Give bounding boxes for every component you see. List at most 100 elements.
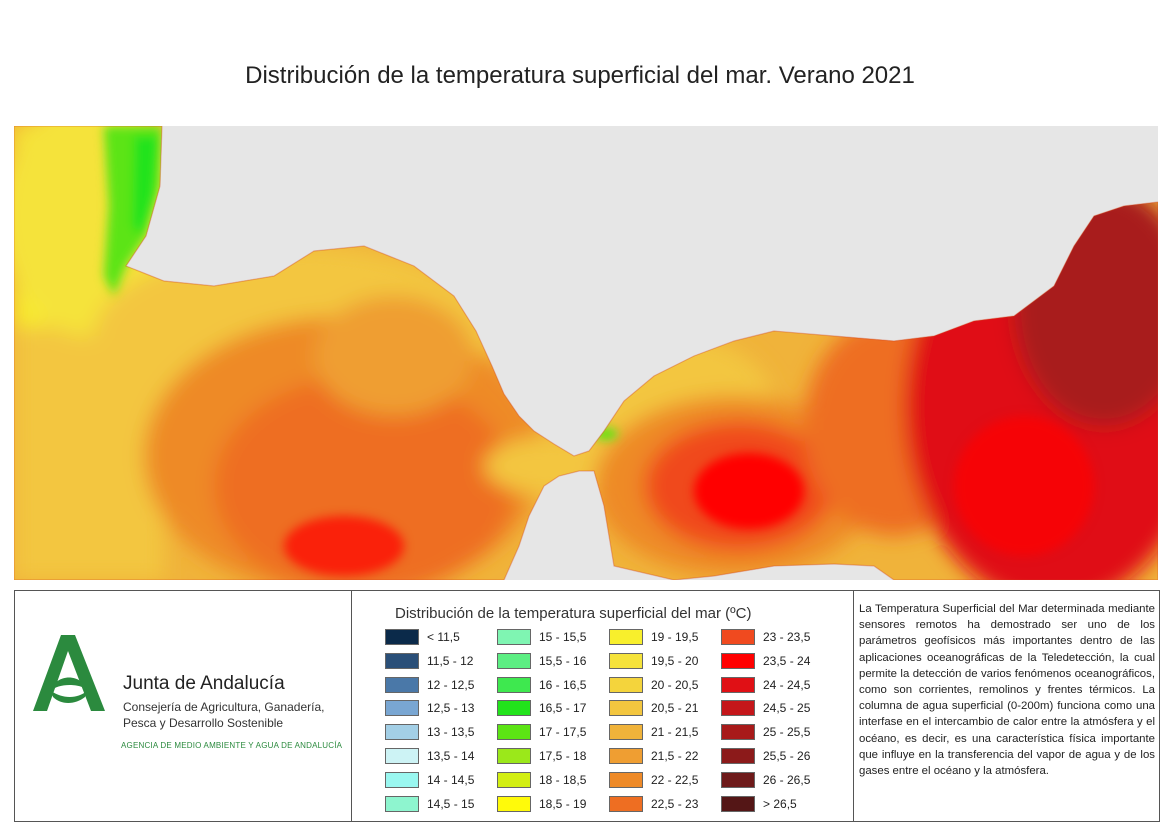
legend-swatch (385, 629, 419, 645)
legend-label: 24,5 - 25 (763, 701, 811, 716)
legend-item: 24,5 - 25 (721, 698, 841, 718)
legend-item: 18,5 - 19 (497, 794, 617, 814)
legend-item: < 11,5 (385, 627, 505, 647)
legend-item: 21 - 21,5 (609, 722, 729, 742)
legend-swatch (385, 652, 419, 669)
legend-swatch (721, 700, 755, 717)
organization-block: Junta de Andalucía Consejería de Agricul… (15, 591, 352, 821)
legend-swatch (497, 748, 531, 764)
legend-label: 25,5 - 26 (763, 749, 811, 763)
temperature-legend: Distribución de la temperatura superfici… (351, 591, 854, 821)
legend-swatch (385, 771, 419, 788)
legend-swatch (721, 771, 755, 788)
legend-label: 24 - 24,5 (763, 677, 811, 692)
map-title: Distribución de la temperatura superfici… (245, 62, 915, 89)
legend-swatch (609, 629, 643, 645)
legend-swatch (609, 676, 643, 693)
legend-item: 13 - 13,5 (385, 722, 505, 742)
legend-label: 15 - 15,5 (539, 630, 587, 644)
legend-title: Distribución de la temperatura superfici… (395, 605, 752, 622)
map-svg (14, 126, 1158, 580)
legend-swatch (497, 676, 531, 693)
legend-panel: Junta de Andalucía Consejería de Agricul… (14, 590, 1160, 822)
coastline (14, 126, 1158, 580)
legend-swatch (497, 771, 531, 788)
description-text: La Temperatura Superficial del Mar deter… (859, 603, 1155, 778)
legend-label: 14,5 - 15 (427, 796, 475, 811)
legend-item: 19,5 - 20 (609, 651, 729, 671)
legend-item: 12 - 12,5 (385, 675, 505, 695)
legend-label: 25 - 25,5 (763, 725, 811, 740)
legend-item: 22,5 - 23 (609, 794, 729, 814)
legend-label: 16,5 - 17 (539, 701, 587, 716)
legend-label: 13 - 13,5 (427, 725, 475, 740)
department-name: Consejería de Agricultura, Ganadería, Pe… (123, 699, 343, 731)
legend-item: 24 - 24,5 (721, 675, 841, 695)
legend-label: 17,5 - 18 (539, 749, 587, 763)
legend-item: 14,5 - 15 (385, 794, 505, 814)
legend-item: 14 - 14,5 (385, 770, 505, 790)
sea-temperature-map (14, 126, 1158, 580)
legend-item: 13,5 - 14 (385, 746, 505, 766)
legend-swatch (497, 795, 531, 812)
legend-label: 26 - 26,5 (763, 772, 811, 787)
legend-swatch (497, 652, 531, 669)
legend-label: 20,5 - 21 (651, 701, 699, 716)
legend-item: 17,5 - 18 (497, 746, 617, 766)
department-line-2: Pesca y Desarrollo Sostenible (123, 716, 284, 730)
legend-item: 16,5 - 17 (497, 698, 617, 718)
legend-item: 17 - 17,5 (497, 722, 617, 742)
legend-swatch (721, 629, 755, 645)
legend-item: 16 - 16,5 (497, 675, 617, 695)
legend-item: 15 - 15,5 (497, 627, 617, 647)
legend-swatch (609, 771, 643, 788)
legend-item: 21,5 - 22 (609, 746, 729, 766)
legend-label: 12,5 - 13 (427, 701, 475, 716)
legend-swatch (609, 795, 643, 812)
legend-label: 17 - 17,5 (539, 725, 587, 740)
legend-label: 19 - 19,5 (651, 630, 699, 644)
legend-label: 20 - 20,5 (651, 677, 699, 692)
legend-item: 22 - 22,5 (609, 770, 729, 790)
legend-item: 23,5 - 24 (721, 651, 841, 671)
description-block: La Temperatura Superficial del Mar deter… (853, 591, 1159, 821)
legend-swatch (609, 700, 643, 717)
legend-label: 22,5 - 23 (651, 796, 699, 811)
junta-andalucia-logo (33, 635, 105, 711)
legend-swatch (609, 748, 643, 764)
legend-item: > 26,5 (721, 794, 841, 814)
department-line-1: Consejería de Agricultura, Ganadería, (123, 700, 325, 714)
legend-label: < 11,5 (427, 630, 460, 644)
legend-label: 22 - 22,5 (651, 772, 699, 787)
legend-swatch (497, 629, 531, 645)
legend-label: 23,5 - 24 (763, 653, 811, 668)
legend-swatch (497, 724, 531, 741)
legend-swatch (721, 724, 755, 741)
legend-swatch (609, 724, 643, 741)
legend-swatch (385, 795, 419, 812)
legend-swatch (721, 795, 755, 812)
legend-swatch (497, 700, 531, 717)
legend-label: 15,5 - 16 (539, 653, 587, 668)
legend-swatch (721, 676, 755, 693)
legend-item: 18 - 18,5 (497, 770, 617, 790)
legend-label: 21,5 - 22 (651, 749, 699, 763)
legend-label: 13,5 - 14 (427, 749, 475, 763)
legend-label: 14 - 14,5 (427, 772, 475, 787)
legend-label: 23 - 23,5 (763, 630, 811, 644)
legend-swatch (609, 652, 643, 669)
legend-label: 18 - 18,5 (539, 772, 587, 787)
legend-label: 12 - 12,5 (427, 677, 475, 692)
legend-item: 26 - 26,5 (721, 770, 841, 790)
legend-label: 19,5 - 20 (651, 653, 699, 668)
legend-swatch (385, 700, 419, 717)
legend-item: 15,5 - 16 (497, 651, 617, 671)
legend-label: 18,5 - 19 (539, 796, 587, 811)
legend-item: 20,5 - 21 (609, 698, 729, 718)
legend-label: 16 - 16,5 (539, 677, 587, 692)
legend-swatch (385, 748, 419, 764)
legend-item: 20 - 20,5 (609, 675, 729, 695)
legend-item: 25 - 25,5 (721, 722, 841, 742)
legend-item: 11,5 - 12 (385, 651, 505, 671)
legend-label: 11,5 - 12 (427, 653, 474, 668)
